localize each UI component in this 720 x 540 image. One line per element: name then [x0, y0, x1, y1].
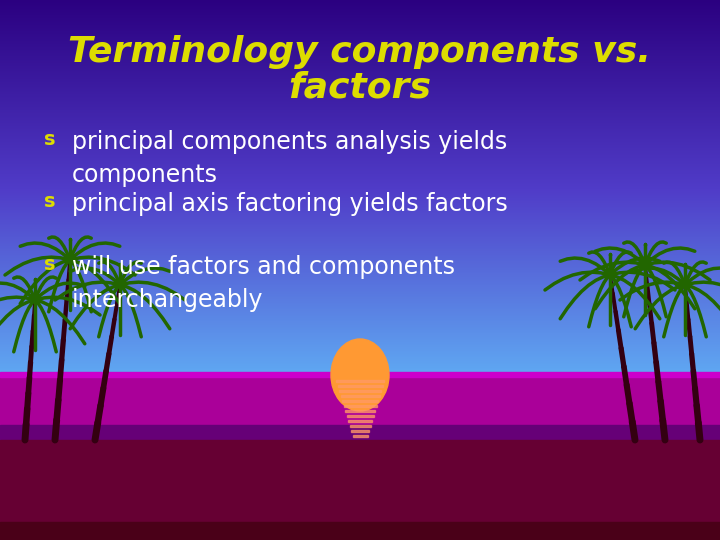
- Ellipse shape: [331, 339, 389, 411]
- Text: factors: factors: [289, 71, 431, 105]
- Bar: [336, 380, 384, 382]
- Bar: [0, 425, 720, 440]
- Bar: [0, 372, 720, 377]
- Text: principal axis factoring yields factors: principal axis factoring yields factors: [72, 192, 508, 216]
- Bar: [0, 375, 720, 430]
- Bar: [0, 522, 720, 540]
- Text: s: s: [44, 130, 55, 149]
- Bar: [345, 409, 375, 412]
- Bar: [351, 429, 369, 432]
- Text: s: s: [44, 192, 55, 211]
- Bar: [339, 389, 381, 392]
- Bar: [343, 404, 377, 407]
- Text: principal components analysis yields
components: principal components analysis yields com…: [72, 130, 508, 186]
- Bar: [0, 440, 720, 540]
- Text: s: s: [44, 255, 55, 274]
- Bar: [341, 395, 379, 397]
- Bar: [349, 424, 371, 427]
- Text: Terminology components vs.: Terminology components vs.: [68, 35, 652, 69]
- Bar: [338, 384, 382, 387]
- Bar: [346, 415, 374, 417]
- Bar: [342, 400, 378, 402]
- Bar: [353, 435, 367, 437]
- Bar: [348, 420, 372, 422]
- Text: will use factors and components
interchangeably: will use factors and components intercha…: [72, 255, 455, 312]
